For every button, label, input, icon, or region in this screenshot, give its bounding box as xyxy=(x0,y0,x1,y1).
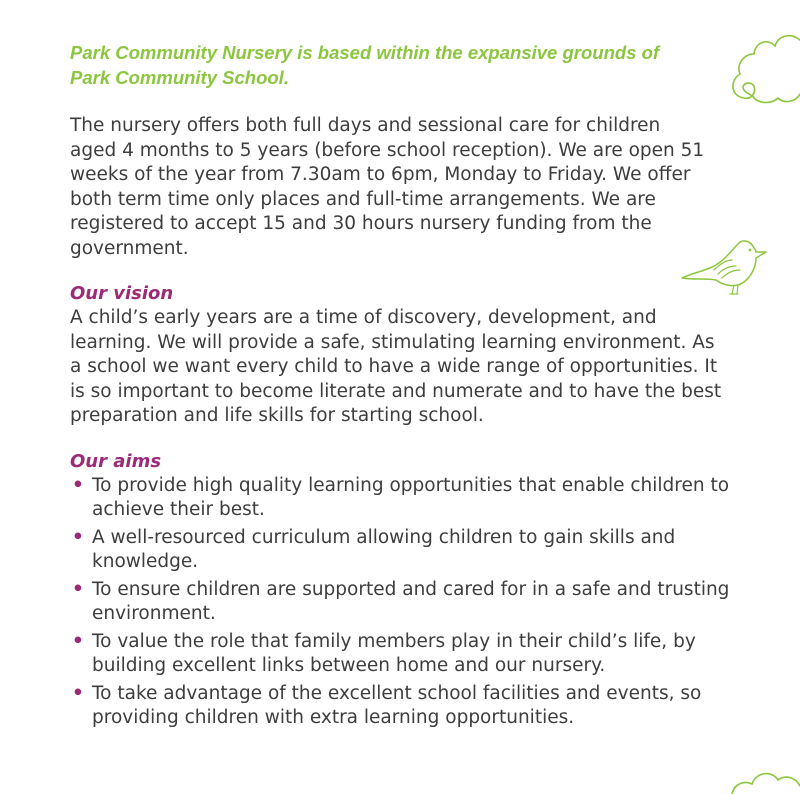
list-item: • A well-resourced curriculum allowing c… xyxy=(70,526,730,575)
intro-text: Park Community Nursery is based within t… xyxy=(70,42,660,88)
bullet-icon: • xyxy=(72,578,84,600)
bullet-icon: • xyxy=(72,630,84,652)
list-item: • To provide high quality learning oppor… xyxy=(70,474,730,523)
list-item: • To ensure children are supported and c… xyxy=(70,578,730,627)
cloud-icon xyxy=(731,772,800,794)
vision-paragraph: A child’s early years are a time of disc… xyxy=(70,307,722,426)
list-item: • To take advantage of the excellent sch… xyxy=(70,682,730,731)
vision-heading: Our vision xyxy=(70,283,174,304)
bullet-icon: • xyxy=(72,682,84,704)
aim-text: To take advantage of the excellent schoo… xyxy=(92,682,702,729)
cloud-swirl-icon xyxy=(732,34,800,104)
description-paragraph: The nursery offers both full days and se… xyxy=(70,115,705,259)
aim-text: To ensure children are supported and car… xyxy=(92,578,730,625)
aim-text: To value the role that family members pl… xyxy=(92,630,696,677)
list-item: • To value the role that family members … xyxy=(70,630,730,679)
aim-text: A well-resourced curriculum allowing chi… xyxy=(92,526,676,573)
bird-icon xyxy=(681,240,767,295)
aim-text: To provide high quality learning opportu… xyxy=(92,474,730,521)
aims-heading: Our aims xyxy=(70,450,162,472)
bullet-icon: • xyxy=(72,474,84,496)
page-content: Park Community Nursery is based within t… xyxy=(70,40,730,734)
bullet-icon: • xyxy=(72,526,84,548)
aims-list: • To provide high quality learning oppor… xyxy=(70,474,730,731)
